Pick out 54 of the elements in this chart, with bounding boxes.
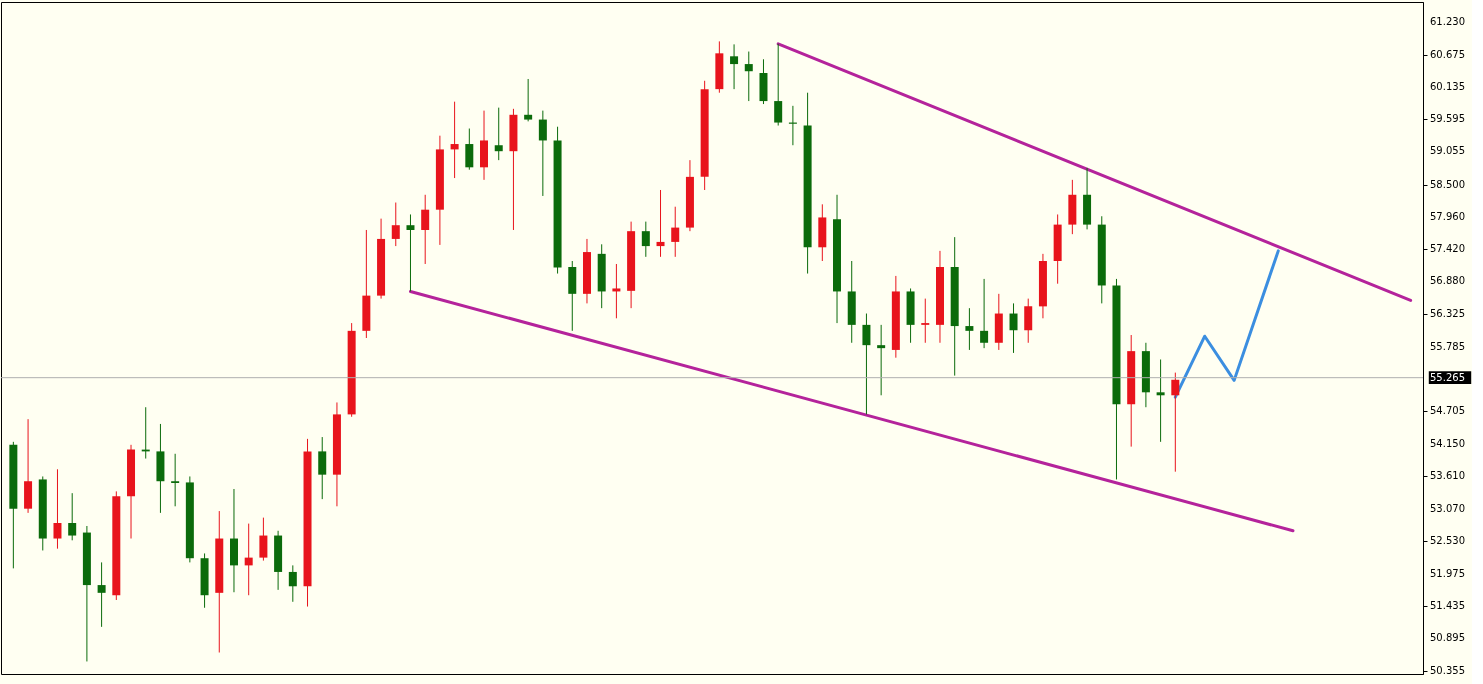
candlestick [538,110,547,197]
candlestick [671,206,680,258]
candlestick [1171,372,1180,473]
candlestick [421,194,430,265]
candlestick [391,202,400,247]
candlestick [656,189,665,258]
candlestick [1156,358,1165,443]
y-tick-label: 52.530 [1430,534,1465,546]
candlestick [965,307,974,351]
y-tick-label: 54.705 [1430,405,1465,417]
candlestick [318,436,327,500]
candlestick [288,564,297,603]
y-tick-label: 59.595 [1430,113,1465,125]
candlestick [450,101,459,179]
candlestick [877,324,886,396]
candlestick [1009,302,1018,354]
candlestick [980,278,989,349]
y-tick-label: 54.150 [1430,438,1465,450]
candlestick [53,468,62,550]
candlestick [641,221,650,258]
y-tick-label: 53.070 [1430,502,1465,514]
candlestick [244,523,253,596]
candlestick [744,51,753,102]
candlestick [730,43,739,90]
y-tick-label: 56.325 [1430,308,1465,320]
candlestick [921,298,930,344]
y-tick-label: 60.135 [1430,81,1465,93]
y-tick-label: 61.230 [1430,15,1465,27]
candlestick [68,492,77,541]
y-tick-label: 50.355 [1430,664,1465,676]
candlestick [862,313,871,415]
line-series [1173,249,1280,399]
candlestick [406,213,415,292]
y-tick-label: 59.055 [1430,145,1465,157]
candlestick [524,78,533,122]
ref-line-label: 55.265 [1430,371,1465,383]
y-tick-label: 50.895 [1430,632,1465,644]
candlestick [612,263,621,319]
candlestick [259,517,268,562]
y-tick-label: 57.960 [1430,210,1465,222]
candlestick [465,128,474,171]
candlestick [171,453,180,507]
candlestick [774,43,783,127]
candlestick [494,107,503,161]
y-tick-label: 57.420 [1430,243,1465,255]
y-tick-label: 51.975 [1430,568,1465,580]
candlestick [1024,298,1033,344]
y-tick-label: 53.610 [1430,470,1465,482]
y-tick-label: 56.880 [1430,275,1465,287]
y-tick-label: 55.785 [1430,340,1465,352]
y-tick-label: 58.500 [1430,178,1465,190]
y-tick-label: 60.675 [1430,48,1465,60]
candlestick [97,561,106,628]
y-tick-label: 51.435 [1430,600,1465,612]
